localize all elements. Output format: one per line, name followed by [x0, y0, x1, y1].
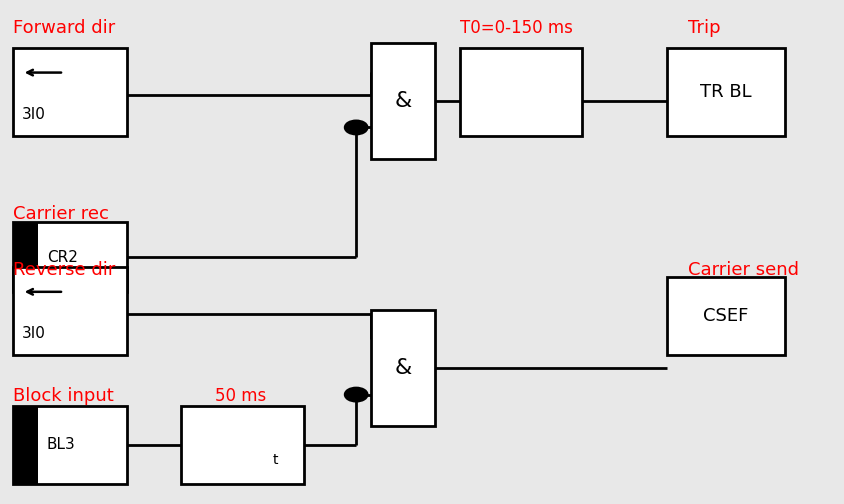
Text: Carrier rec: Carrier rec [13, 205, 109, 223]
Text: Carrier send: Carrier send [688, 261, 799, 279]
Text: Forward dir: Forward dir [13, 19, 115, 37]
Text: CSEF: CSEF [703, 307, 749, 325]
Text: 3I0: 3I0 [22, 326, 46, 341]
Bar [371, 43, 435, 159]
Bar [13, 222, 127, 292]
Bar [13, 406, 127, 484]
Text: t: t [273, 454, 279, 467]
Bar [13, 267, 127, 355]
Text: 50 ms: 50 ms [215, 387, 267, 405]
Text: BL3: BL3 [47, 437, 76, 452]
Text: 3I0: 3I0 [22, 106, 46, 121]
Bar [13, 406, 38, 484]
Text: T0=0-150 ms: T0=0-150 ms [460, 19, 573, 37]
Circle shape [345, 388, 367, 401]
Bar [181, 406, 304, 484]
Bar [667, 277, 785, 355]
Bar [13, 48, 127, 136]
Bar [13, 222, 38, 292]
Text: Block input: Block input [13, 387, 113, 405]
Text: CR2: CR2 [47, 249, 78, 265]
Text: Reverse dir: Reverse dir [13, 261, 115, 279]
Circle shape [345, 121, 367, 134]
Text: TR BL: TR BL [700, 83, 752, 101]
Text: Trip: Trip [688, 19, 721, 37]
Bar [460, 48, 582, 136]
Text: &: & [394, 358, 412, 378]
Bar [371, 310, 435, 426]
Bar [667, 48, 785, 136]
Text: &: & [394, 91, 412, 111]
